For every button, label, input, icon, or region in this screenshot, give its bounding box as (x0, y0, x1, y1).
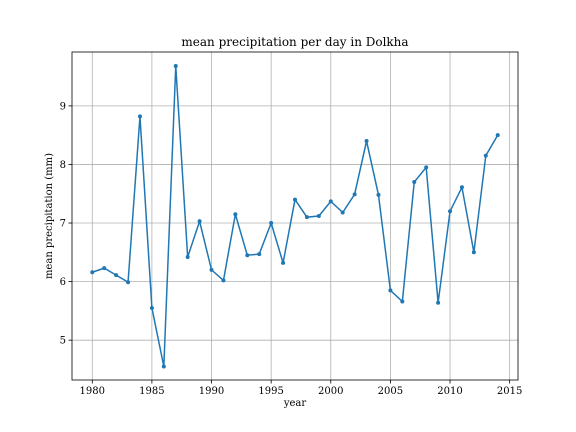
data-point (436, 300, 441, 305)
data-point (197, 219, 202, 224)
x-tick-label: 1990 (199, 386, 224, 397)
data-point (209, 267, 214, 272)
axis-ticks: 1980 1985 1990 1995 2000 2005 2010 2015 5 6 7 8 9 (60, 101, 523, 397)
data-point (340, 210, 345, 215)
plot-frame (71, 51, 519, 381)
data-point (459, 185, 464, 190)
data-point (483, 153, 488, 158)
data-point (149, 305, 154, 310)
chart-title: mean precipitation per day in Dolkha (181, 35, 408, 49)
data-point (424, 165, 429, 170)
x-tick-label: 2000 (318, 386, 343, 397)
grid-lines (72, 52, 518, 380)
data-point (90, 270, 95, 275)
data-point (137, 114, 142, 119)
data-point (281, 260, 286, 265)
data-point (364, 139, 369, 144)
data-points (90, 64, 500, 369)
data-point (221, 278, 226, 283)
y-tick-label: 6 (60, 277, 66, 288)
x-tick-label: 1985 (139, 386, 164, 397)
y-tick-label: 9 (60, 101, 66, 112)
x-tick-label: 1995 (258, 386, 283, 397)
x-tick-label: 2010 (437, 386, 462, 397)
x-axis-label: year (283, 398, 307, 409)
data-point (471, 250, 476, 255)
data-point (102, 266, 107, 271)
data-point (352, 192, 357, 197)
data-point (245, 253, 250, 258)
x-tick-label: 2005 (378, 386, 403, 397)
data-point (376, 192, 381, 197)
x-tick-label: 2015 (497, 386, 522, 397)
data-point (293, 197, 297, 202)
series-line (92, 66, 499, 367)
data-point (233, 212, 238, 217)
data-point (173, 64, 178, 69)
y-tick-label: 8 (60, 160, 66, 171)
data-point (316, 214, 321, 218)
data-point (257, 252, 262, 257)
data-point (412, 180, 417, 185)
data-point (388, 288, 393, 293)
data-point (448, 209, 453, 214)
data-point (495, 133, 500, 138)
data-point (161, 364, 166, 369)
y-tick-label: 7 (60, 219, 66, 230)
data-point (185, 255, 190, 259)
data-point (114, 273, 119, 278)
x-tick-label: 1980 (80, 386, 105, 397)
y-tick-label: 5 (60, 336, 66, 347)
data-point (328, 199, 333, 204)
y-axis-label: mean precipitation (mm) (44, 153, 55, 279)
data-point (400, 299, 405, 304)
data-point (269, 221, 274, 226)
data-point (304, 215, 309, 220)
data-point (126, 280, 131, 285)
